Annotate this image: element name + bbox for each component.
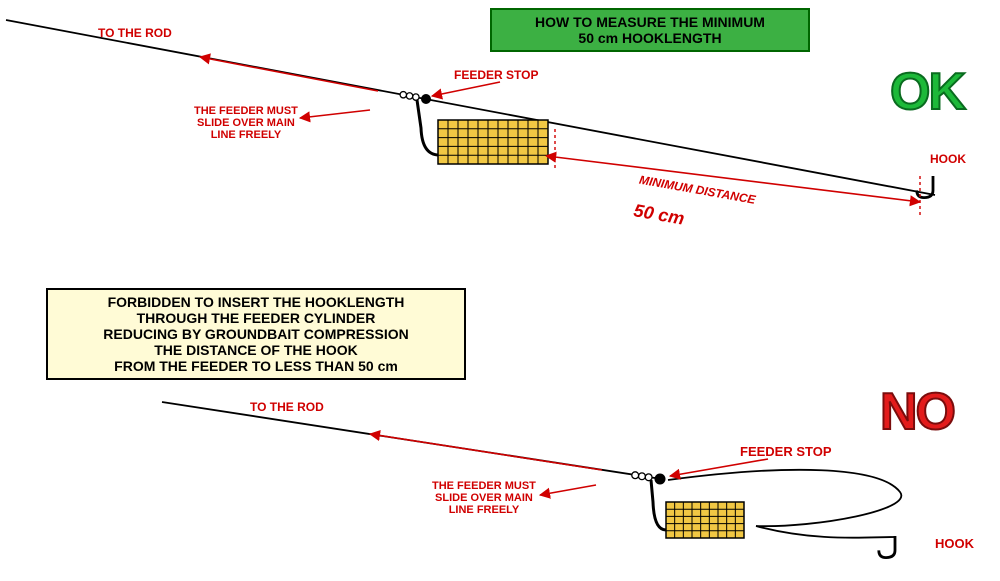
- forbidden-box: FORBIDDEN TO INSERT THE HOOKLENGTH THROU…: [46, 288, 466, 380]
- yellow-l4: THE DISTANCE OF THE HOOK: [58, 342, 454, 358]
- yellow-l2: THROUGH THE FEEDER CYLINDER: [58, 310, 454, 326]
- hook-label-bottom: HOOK: [935, 536, 974, 551]
- yellow-l1: FORBIDDEN TO INSERT THE HOOKLENGTH: [58, 294, 454, 310]
- title-line1: HOW TO MEASURE THE MINIMUM: [502, 14, 798, 30]
- to-rod-label-top: TO THE ROD: [98, 26, 172, 40]
- feeder-stop-label-top: FEEDER STOP: [454, 68, 538, 82]
- feeder-slide-label-top: THE FEEDER MUST SLIDE OVER MAIN LINE FRE…: [194, 105, 298, 141]
- min-dist-label: MINIMUM DISTANCE 50 cm: [625, 158, 759, 242]
- yellow-l3: REDUCING BY GROUNDBAIT COMPRESSION: [58, 326, 454, 342]
- to-rod-label-bottom: TO THE ROD: [250, 400, 324, 414]
- title-line2: 50 cm HOOKLENGTH: [502, 30, 798, 46]
- min-dist-text: MINIMUM DISTANCE: [638, 173, 756, 207]
- yellow-l5: FROM THE FEEDER TO LESS THAN 50 cm: [58, 358, 454, 374]
- ok-badge: OK: [890, 62, 964, 122]
- feeder-stop-label-bottom: FEEDER STOP: [740, 444, 832, 459]
- feeder-slide-label-bottom: THE FEEDER MUST SLIDE OVER MAIN LINE FRE…: [432, 480, 536, 516]
- title-box-top: HOW TO MEASURE THE MINIMUM 50 cm HOOKLEN…: [490, 8, 810, 52]
- no-badge: NO: [880, 382, 954, 442]
- min-dist-value: 50 cm: [632, 200, 686, 229]
- hook-label-top: HOOK: [930, 152, 966, 166]
